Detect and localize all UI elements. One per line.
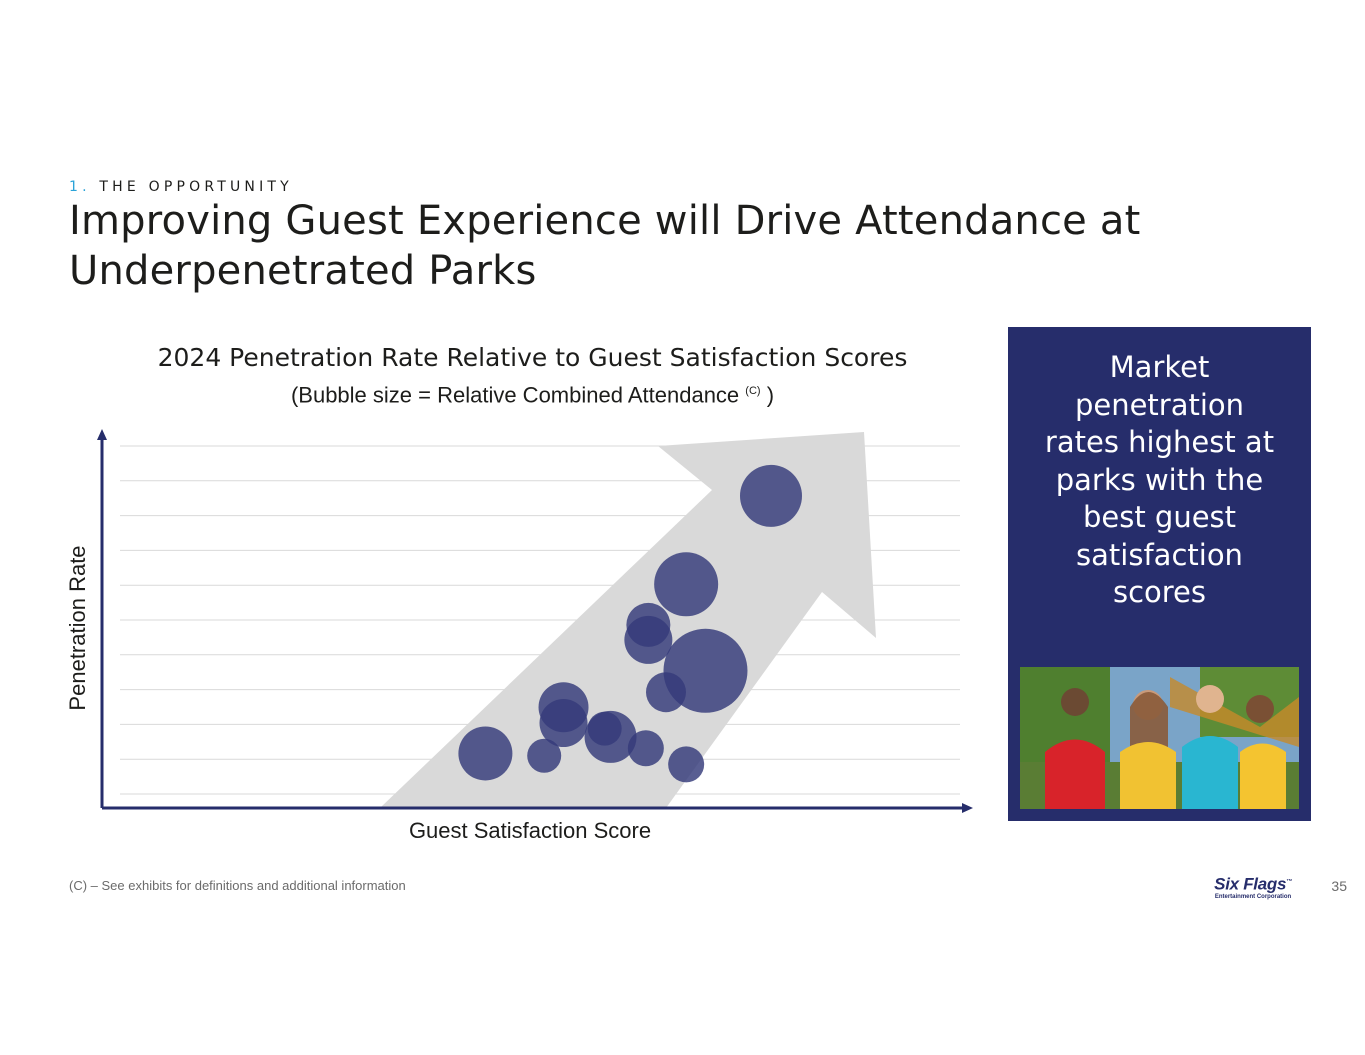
page-number: 35 xyxy=(1331,878,1347,894)
bubble-chart xyxy=(97,429,973,813)
bubble-2 xyxy=(527,738,562,773)
bubble-4 xyxy=(539,699,588,748)
footnote: (C) – See exhibits for definitions and a… xyxy=(69,878,406,893)
chart-subtitle-text: (Bubble size = Relative Combined Attenda… xyxy=(290,382,740,408)
chart-subtitle: (Bubble size = Relative Combined Attenda… xyxy=(100,376,965,410)
x-axis-label: Guest Satisfaction Score xyxy=(408,818,652,843)
chart-title: 2024 Penetration Rate Relative to Guest … xyxy=(157,343,908,372)
x-axis-arrowhead xyxy=(962,803,973,813)
bubble-6 xyxy=(584,710,637,763)
bubble-11 xyxy=(654,552,719,617)
callout-panel: Market penetration rates highest at park… xyxy=(1008,327,1311,821)
callout-text: Market penetration rates highest at park… xyxy=(1044,350,1275,609)
six-flags-logo: Six Flags™ Entertainment Corporation xyxy=(1207,873,1299,901)
bubble-9 xyxy=(626,602,671,647)
bubble-1 xyxy=(458,726,513,781)
page-title: Improving Guest Experience will Drive At… xyxy=(69,198,1141,294)
chart-subtitle-close: ) xyxy=(766,382,775,408)
logo-wordmark: Six Flags™ xyxy=(1207,873,1299,894)
section-number: 1. xyxy=(69,179,91,195)
section-name: THE OPPORTUNITY xyxy=(99,179,293,195)
bubble-14 xyxy=(740,464,802,527)
bubble-13 xyxy=(663,628,748,713)
bubble-12 xyxy=(668,746,705,783)
logo-subtitle: Entertainment Corporation xyxy=(1214,893,1292,900)
chart-subtitle-footnote-ref: (C) xyxy=(745,385,761,397)
guests-photo xyxy=(1020,667,1299,809)
guests-photo-image xyxy=(1020,667,1299,809)
bubble-7 xyxy=(627,730,664,767)
bubbles xyxy=(458,464,802,783)
section-kicker: 1. THE OPPORTUNITY xyxy=(69,179,293,195)
logo-trademark: ™ xyxy=(1286,879,1292,885)
logo-wordmark-text: Six Flags xyxy=(1214,874,1287,894)
y-axis-arrowhead xyxy=(97,429,107,440)
y-axis-label: Penetration Rate xyxy=(65,545,90,711)
